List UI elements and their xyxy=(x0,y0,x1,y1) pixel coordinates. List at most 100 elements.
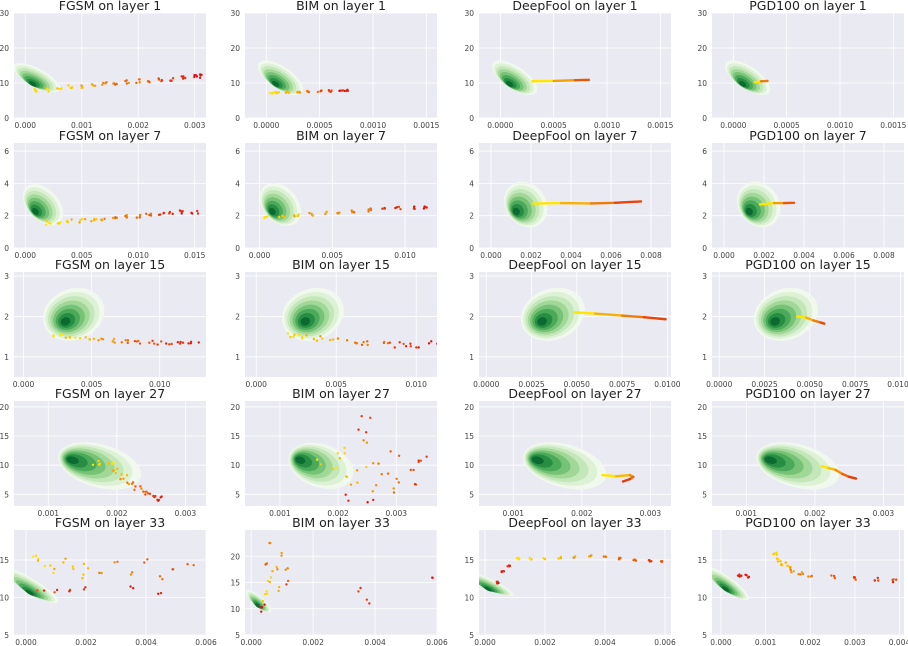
adversarial-point xyxy=(397,454,401,457)
plot-area xyxy=(14,13,206,118)
adversarial-point xyxy=(46,88,50,91)
adversarial-point xyxy=(133,339,137,343)
x-tick-label: 0.004 xyxy=(135,638,157,646)
adversarial-point xyxy=(797,572,800,576)
adversarial-point xyxy=(146,492,150,495)
adversarial-point xyxy=(104,82,107,85)
adversarial-point xyxy=(365,465,368,469)
subplot-19: 0.000 0.002 0.004 0.006 5 10 15 DeepFool on lay… xyxy=(464,515,676,646)
adversarial-point xyxy=(127,483,131,486)
clean-kde xyxy=(712,566,749,601)
x-tick-label: 0.0025 xyxy=(751,380,777,389)
adversarial-point xyxy=(360,343,364,347)
kde-level xyxy=(745,207,753,216)
x-tick-label: 0.001 xyxy=(71,121,93,130)
subplot-1: 0.000 0.001 0.002 0.003 0 10 20 30 FGSM on layer… xyxy=(0,0,206,130)
y-tick-label: 6 xyxy=(469,147,474,156)
y-tick-label: 10 xyxy=(464,461,474,470)
adversarial-point xyxy=(133,488,136,492)
adversarial-point xyxy=(120,473,123,476)
adversarial-point xyxy=(286,567,289,570)
adversarial-point xyxy=(159,591,163,595)
adversarial-point xyxy=(81,217,84,221)
adversarial-point xyxy=(144,493,147,496)
y-tick-label: 15 xyxy=(464,432,474,441)
adversarial-point xyxy=(347,499,350,502)
y-tick-label: 10 xyxy=(697,79,707,88)
y-tick-label: 20 xyxy=(230,44,240,53)
adversarial-point xyxy=(171,212,174,216)
adversarial-point xyxy=(263,216,266,219)
x-tick-label: 0.000 xyxy=(15,638,37,646)
clean-kde xyxy=(523,442,607,490)
adversarial-point xyxy=(84,586,87,589)
y-tick-label: 4 xyxy=(469,179,474,188)
adversarial-point xyxy=(293,215,296,218)
adversarial-point xyxy=(47,221,50,225)
y-tick-label: 10 xyxy=(230,461,240,470)
adversarial-point xyxy=(271,570,274,573)
adversarial-point xyxy=(151,339,154,343)
adversarial-point xyxy=(112,337,116,341)
adversarial-point xyxy=(110,462,114,466)
adversarial-point xyxy=(325,210,328,213)
adversarial-point xyxy=(196,209,199,213)
clean-kde xyxy=(479,570,514,596)
y-tick-label: 2 xyxy=(4,312,9,321)
adversarial-points xyxy=(44,209,200,226)
adversarial-point xyxy=(68,335,71,339)
x-tick-label: 0.000 xyxy=(15,251,37,260)
adversarial-point xyxy=(413,482,417,486)
adversarial-point xyxy=(528,557,532,561)
subplot-title: DeepFool on layer 1 xyxy=(512,0,637,13)
y-tick-label: 5 xyxy=(4,490,9,499)
adversarial-point xyxy=(71,565,75,568)
subplot-title: PGD100 on layer 15 xyxy=(745,257,870,272)
adversarial-point xyxy=(49,222,52,225)
adversarial-point xyxy=(419,459,423,462)
x-tick-label: 0.000 xyxy=(240,638,262,646)
adversarial-point xyxy=(316,90,320,94)
adversarial-point xyxy=(784,561,787,564)
x-tick-label: 0.0000 xyxy=(253,121,279,130)
adversarial-point xyxy=(264,563,267,566)
subplot-2: 0.0000 0.0005 0.0010 0.0015 0 10 20 30 BIM on la… xyxy=(230,0,439,130)
x-tick-label: 0.000 xyxy=(480,251,502,260)
adversarial-point xyxy=(159,213,162,216)
y-tick-label: 1 xyxy=(4,353,9,362)
adversarial-point xyxy=(261,599,265,603)
x-tick-label: 0.010 xyxy=(394,251,416,260)
y-tick-label: 10 xyxy=(697,594,707,603)
y-tick-label: 3 xyxy=(235,272,240,281)
x-tick-label: 0.000 xyxy=(245,380,267,389)
y-tick-label: 2 xyxy=(702,312,707,321)
adversarial-point xyxy=(296,215,299,218)
x-tick-label: 0.0000 xyxy=(720,121,746,130)
adversarial-point xyxy=(265,590,268,593)
adversarial-point xyxy=(268,541,271,545)
y-tick-label: 20 xyxy=(230,403,240,412)
adversarial-point xyxy=(266,592,269,596)
y-tick-label: 5 xyxy=(469,490,474,499)
adversarial-point xyxy=(160,495,163,498)
adversarial-point xyxy=(36,559,40,563)
clean-kde xyxy=(259,182,301,227)
subplot-title: FGSM on layer 27 xyxy=(55,386,165,401)
adversarial-point xyxy=(315,339,319,342)
clean-kde xyxy=(737,181,781,228)
adversarial-point xyxy=(412,468,415,472)
adversarial-point xyxy=(800,571,804,574)
adversarial-point xyxy=(573,555,577,558)
adversarial-point xyxy=(386,472,390,475)
subplot-8: 0.000 0.002 0.004 0.006 0.008 0 2 4 6 PGD100 on l… xyxy=(702,128,904,260)
adversarial-point xyxy=(106,462,110,465)
kde-level xyxy=(28,81,37,87)
adversarial-point xyxy=(374,484,378,487)
adversarial-point xyxy=(127,81,130,85)
x-tick-label: 0.006 xyxy=(833,251,855,260)
adversarial-path xyxy=(552,78,577,83)
adversarial-path xyxy=(834,468,844,476)
x-tick-label: 0.002 xyxy=(753,251,775,260)
adversarial-point xyxy=(344,493,347,496)
